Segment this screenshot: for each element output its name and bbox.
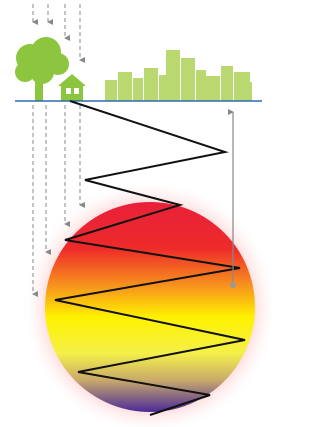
geothermal-diagram (0, 0, 274, 427)
earth-core (45, 202, 255, 412)
page (0, 0, 274, 427)
tree (15, 37, 69, 101)
skyline (105, 50, 252, 101)
house (58, 74, 86, 101)
